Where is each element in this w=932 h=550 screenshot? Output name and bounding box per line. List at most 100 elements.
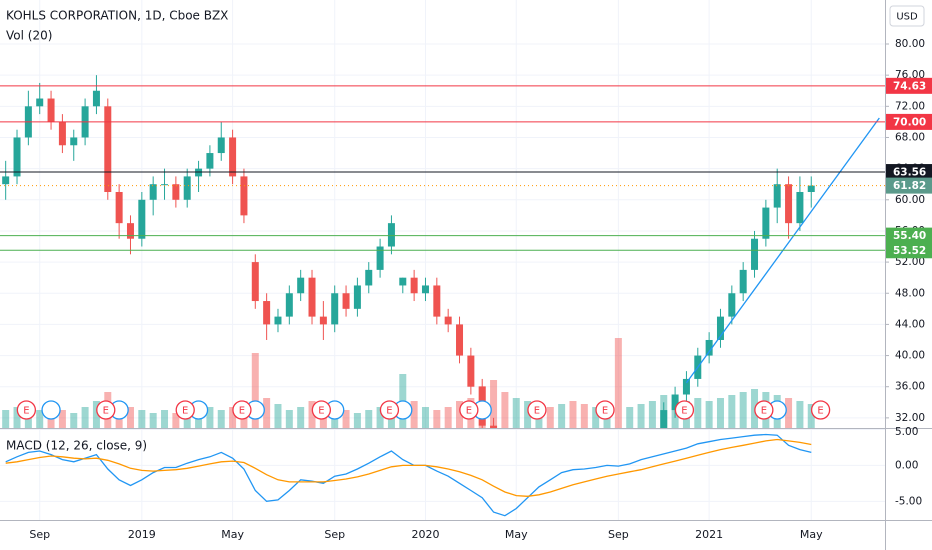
volume-bar <box>490 380 498 428</box>
candle-body <box>319 316 327 325</box>
earnings-marker[interactable] <box>527 400 547 420</box>
earnings-marker[interactable] <box>16 400 37 420</box>
earnings-label[interactable]: E <box>817 406 823 417</box>
volume-bar <box>512 398 520 428</box>
volume-bar <box>70 413 78 428</box>
earnings-marker[interactable] <box>311 400 332 420</box>
candle-body <box>217 137 225 154</box>
earnings-label[interactable]: E <box>239 406 245 417</box>
y-tick-label: 44.00 <box>895 318 925 330</box>
x-tick-label: 2019 <box>128 528 156 541</box>
volume-bar <box>149 413 157 428</box>
candle-body <box>206 153 214 169</box>
candle-body <box>149 184 157 200</box>
candle-body <box>172 184 180 200</box>
price-pane <box>2 75 880 428</box>
level-tag <box>886 164 932 181</box>
candle-body <box>796 191 804 224</box>
candle-body <box>399 277 407 286</box>
macd-line <box>5 433 812 517</box>
x-tick-label: Sep <box>324 528 345 541</box>
volume-bar <box>308 401 316 428</box>
macd-pane <box>5 433 812 517</box>
earnings-marker[interactable] <box>754 400 774 420</box>
volume-bar <box>263 398 271 428</box>
volume-bar <box>524 401 532 428</box>
earnings-marker[interactable] <box>674 400 695 420</box>
candle-body <box>47 98 55 122</box>
x-tick-label: 2021 <box>695 528 723 541</box>
candle-body <box>342 293 350 309</box>
earnings-label[interactable]: E <box>466 406 472 417</box>
earnings-label[interactable]: E <box>602 406 608 417</box>
candle-body <box>444 316 452 325</box>
volume-bar <box>195 413 203 428</box>
dividend-marker[interactable] <box>41 400 61 420</box>
x-tick-label: May <box>505 528 528 541</box>
level-label: 55.40 <box>893 230 926 242</box>
candle-body <box>308 277 316 317</box>
candle-body <box>433 285 441 317</box>
macd-tick-label: 0.00 <box>895 459 918 471</box>
earnings-marker[interactable] <box>459 400 479 420</box>
currency-label[interactable]: USD <box>896 12 918 23</box>
earnings-label[interactable]: E <box>761 406 767 417</box>
candle-body <box>376 246 384 270</box>
level-label: 53.52 <box>893 245 926 257</box>
level-tag <box>886 242 932 259</box>
volume-bar <box>694 398 702 428</box>
y-tick-label: 72.00 <box>895 100 925 112</box>
volume-bar <box>626 407 634 428</box>
candle-body <box>183 176 191 200</box>
currency-button[interactable] <box>889 5 925 27</box>
level-label: 63.56 <box>893 167 926 179</box>
x-tick-label: May <box>221 528 244 541</box>
earnings-label[interactable]: E <box>23 406 29 417</box>
volume-bar <box>92 401 100 428</box>
earnings-label[interactable]: E <box>681 406 687 417</box>
volume-bar <box>444 407 452 428</box>
x-tick-label: 2020 <box>411 528 439 541</box>
volume-bar <box>728 395 736 428</box>
volume-bar <box>138 410 146 428</box>
candle-body <box>807 185 815 192</box>
level-label: 74.63 <box>893 80 926 92</box>
volume-bar <box>796 401 804 428</box>
candle-body <box>751 238 759 270</box>
earnings-marker[interactable] <box>96 400 116 420</box>
volume-bar <box>217 410 225 428</box>
x-tick-label: Sep <box>608 528 629 541</box>
level-tag <box>886 227 932 244</box>
macd-tick-label: -5.00 <box>895 495 922 507</box>
candle-body <box>331 293 339 325</box>
volume-bar <box>81 407 89 428</box>
volume-bar <box>58 410 66 428</box>
earnings-marker[interactable] <box>175 400 195 420</box>
level-tag <box>886 77 932 94</box>
candle-body <box>240 176 248 216</box>
earnings-label[interactable]: E <box>103 406 109 417</box>
candle-body <box>36 98 44 107</box>
volume-bar <box>433 410 441 428</box>
volume-bar <box>353 413 361 428</box>
earnings-label[interactable]: E <box>318 406 324 417</box>
earnings-label[interactable]: E <box>182 406 188 417</box>
earnings-marker[interactable] <box>810 400 831 420</box>
earnings-label[interactable]: E <box>534 406 540 417</box>
candle-body <box>92 90 100 107</box>
earnings-marker[interactable] <box>379 400 400 420</box>
earnings-label[interactable]: E <box>386 406 392 417</box>
y-tick-label: 40.00 <box>895 350 925 362</box>
candle-body <box>490 425 498 428</box>
earnings-marker[interactable] <box>232 400 252 420</box>
candle-body <box>13 137 21 177</box>
y-tick-label: 52.00 <box>895 256 925 268</box>
earnings-marker[interactable] <box>595 400 615 420</box>
candle-body <box>671 394 679 411</box>
candle-body <box>773 184 781 208</box>
candle-body <box>263 301 271 325</box>
level-label: 61.82 <box>893 180 926 192</box>
volume-label: Vol (20) <box>6 29 52 43</box>
volume-bar <box>716 398 724 428</box>
volume-bar <box>569 401 577 428</box>
